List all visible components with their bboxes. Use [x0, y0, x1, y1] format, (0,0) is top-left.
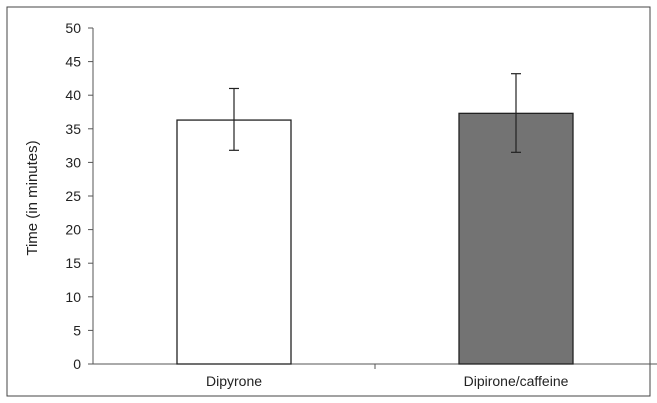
y-tick-label: 10 — [65, 289, 81, 305]
y-tick-label: 0 — [73, 356, 81, 372]
y-tick-label: 5 — [73, 322, 81, 338]
y-tick-label: 50 — [65, 20, 81, 36]
y-axis-title: Time (in minutes) — [24, 140, 41, 255]
y-tick-label: 25 — [65, 188, 81, 204]
y-tick-label: 40 — [65, 87, 81, 103]
y-tick-label: 20 — [65, 222, 81, 238]
y-tick-label: 15 — [65, 255, 81, 271]
plot-area: 0 5 10 15 20 25 30 35 40 45 50 Dipyrone Dipirone/caf… — [65, 20, 657, 389]
y-tick-label: 30 — [65, 154, 81, 170]
y-tick-label: 35 — [65, 121, 81, 137]
y-tick-label: 45 — [65, 54, 81, 70]
x-category-label: Dipyrone — [206, 373, 262, 389]
bar-1 — [176, 119, 292, 365]
x-category-label: Dipirone/caffeine — [464, 373, 569, 389]
